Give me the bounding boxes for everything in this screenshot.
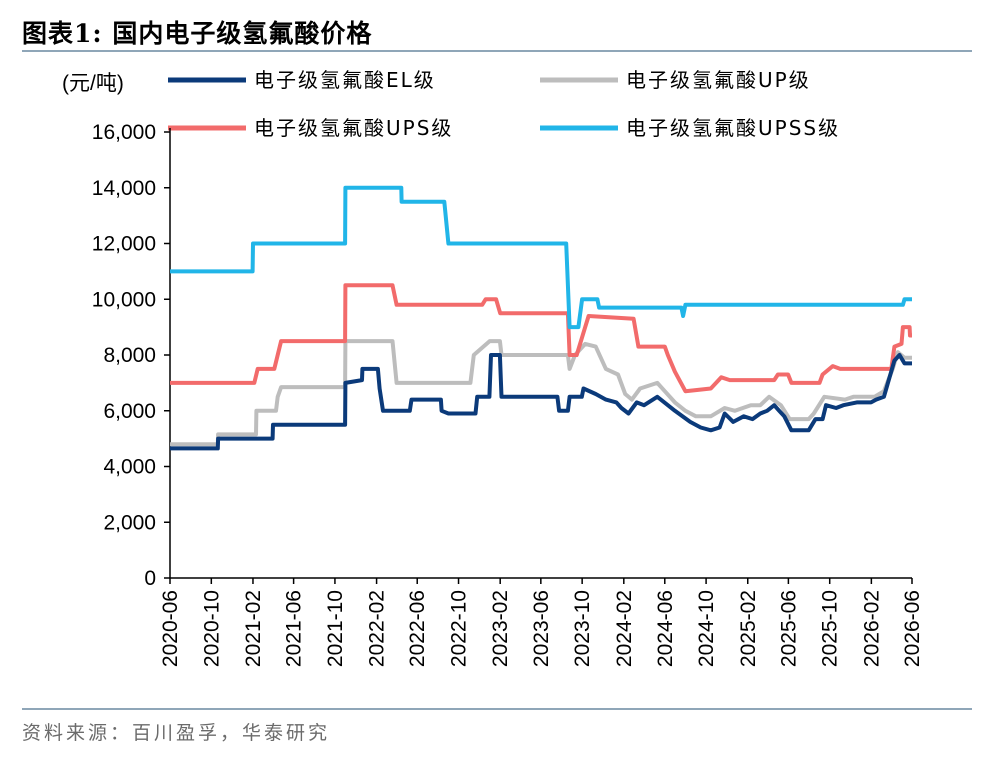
x-tick-label: 2022-06 (406, 590, 429, 667)
x-tick-label: 2024-06 (654, 590, 677, 667)
x-tick-label: 2021-02 (242, 590, 265, 667)
x-tick-label: 2022-10 (448, 590, 471, 667)
series-group (170, 185, 912, 451)
x-tick-label: 2024-02 (613, 590, 636, 667)
x-axis: 2020-06 2020-10 2021-02 2021-06 2021-10 2022-… (159, 577, 924, 667)
x-tick-label: 2023-06 (530, 590, 553, 667)
series-line-1 (170, 339, 912, 447)
x-tick-label: 2026-02 (860, 590, 883, 667)
legend-label-2: 电子级氢氟酸UPS级 (254, 116, 453, 140)
title-divider (22, 50, 972, 52)
series-line-0 (170, 353, 912, 451)
series-line-3 (170, 185, 912, 330)
series-line-2 (170, 283, 912, 394)
x-tick-label: 2023-10 (571, 590, 594, 667)
y-tick-label: 0 (144, 567, 156, 590)
y-tick-label: 12,000 (92, 233, 156, 256)
x-tick-label: 2023-02 (489, 590, 512, 667)
x-tick-label: 2024-10 (695, 590, 718, 667)
y-tick-label: 6,000 (103, 400, 156, 423)
x-tick-label: 2026-06 (901, 590, 924, 667)
x-tick-label: 2021-06 (283, 590, 306, 667)
y-tick-label: 10,000 (92, 288, 156, 311)
legend-label-3: 电子级氢氟酸UPSS级 (626, 116, 840, 140)
y-tick-label: 4,000 (103, 456, 156, 479)
x-tick-label: 2021-10 (324, 590, 347, 667)
source-note: 资料来源：百川盈孚，华泰研究 (22, 722, 331, 744)
y-axis-unit-label: (元/吨) (62, 72, 124, 95)
y-tick-label: 2,000 (103, 511, 156, 534)
legend-label-0: 电子级氢氟酸EL级 (254, 68, 436, 92)
x-tick-label: 2025-02 (737, 590, 760, 667)
x-tick-label: 2025-06 (777, 590, 800, 667)
x-tick-label: 2022-02 (366, 590, 389, 667)
y-tick-label: 16,000 (92, 121, 156, 144)
x-tick-label: 2020-06 (159, 590, 182, 667)
legend-label-1: 电子级氢氟酸UP级 (626, 68, 811, 92)
y-axis: 0 2,000 4,000 6,000 8,000 10,000 12,000 14,000 1… (92, 121, 171, 590)
x-tick-label: 2025-10 (819, 590, 842, 667)
source-divider (22, 708, 972, 710)
figure-title: 图表1: 国内电子级氢氟酸价格 (22, 19, 373, 48)
x-tick-label: 2020-10 (200, 590, 223, 667)
y-tick-label: 14,000 (92, 177, 156, 200)
y-tick-label: 8,000 (103, 344, 156, 367)
